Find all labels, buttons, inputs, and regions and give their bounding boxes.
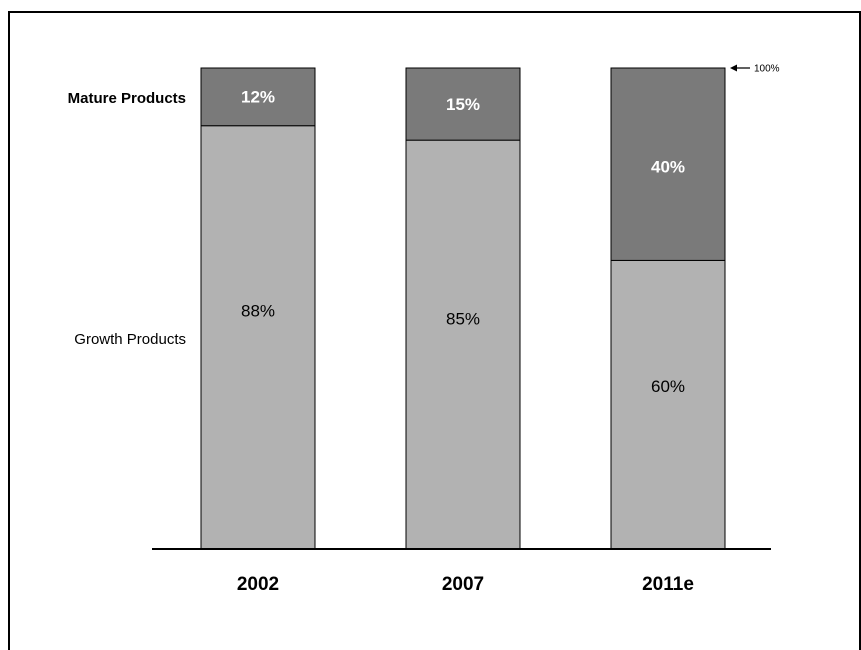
data-label-growth-2007: 85% xyxy=(446,310,480,329)
x-tick-label-2002: 2002 xyxy=(237,574,279,595)
x-tick-label-2011e: 2011e xyxy=(642,574,694,595)
bar-mature-2002 xyxy=(200,67,316,127)
bar-growth-2011e xyxy=(610,259,726,550)
bar-mature-2007 xyxy=(405,67,521,141)
legend-growth-products: Growth Products xyxy=(74,331,186,348)
data-label-growth-2002: 88% xyxy=(241,301,275,320)
bar-mature-2011e xyxy=(610,67,726,261)
annotation-arrow-head xyxy=(730,64,737,72)
annotation-100-percent: 100% xyxy=(754,64,780,75)
data-label-mature-2002: 12% xyxy=(241,87,275,106)
bar-growth-2002 xyxy=(200,125,316,550)
chart-frame xyxy=(8,11,861,650)
x-tick-label-2007: 2007 xyxy=(442,574,484,595)
data-label-mature-2011e: 40% xyxy=(651,158,685,177)
data-label-mature-2007: 15% xyxy=(446,95,480,114)
bar-growth-2007 xyxy=(405,139,521,550)
legend-mature-products: Mature Products xyxy=(68,90,186,107)
data-label-growth-2011e: 60% xyxy=(651,377,685,396)
